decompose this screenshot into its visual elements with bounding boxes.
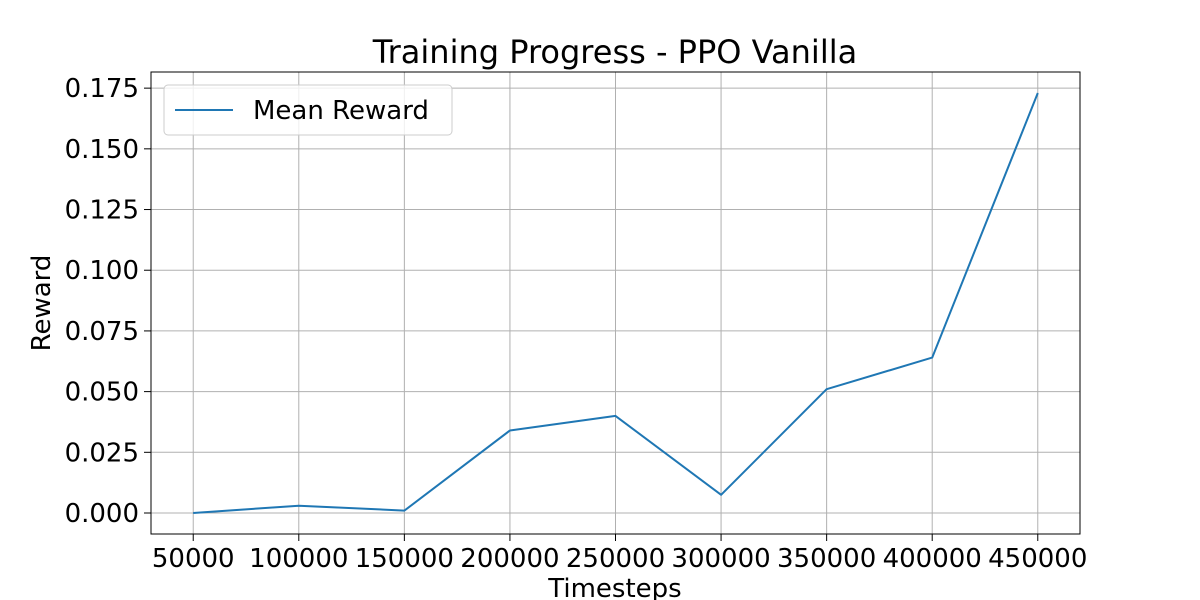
y-axis-label: Reward	[27, 255, 57, 352]
axis-ticks: 50000 100000 150000 200000 250000 300000 35000…	[65, 74, 1088, 574]
y-tick-label: 0.025	[65, 438, 139, 468]
x-axis-label: Timesteps	[547, 574, 681, 600]
x-tick-label: 200000	[460, 544, 559, 574]
x-tick-label: 150000	[355, 544, 454, 574]
series-line-mean-reward	[193, 92, 1039, 514]
y-tick-label: 0.125	[65, 196, 139, 226]
legend-box	[163, 84, 453, 136]
y-tick-label: 0.100	[65, 256, 139, 286]
y-tick-label: 0.050	[65, 378, 139, 408]
y-tick-label: 0.000	[65, 499, 139, 529]
x-tick-label: 50000	[152, 544, 235, 574]
x-tick-label: 300000	[671, 544, 770, 574]
x-tick-label: 250000	[566, 544, 665, 574]
x-tick-label: 400000	[883, 544, 982, 574]
y-tick-label: 0.075	[65, 317, 139, 347]
x-tick-label: 450000	[988, 544, 1087, 574]
legend: Mean Reward	[163, 84, 453, 136]
chart-title: Training Progress - PPO Vanilla	[372, 33, 857, 71]
x-tick-label: 100000	[249, 544, 348, 574]
y-tick-label: 0.175	[65, 74, 139, 104]
legend-label: Mean Reward	[253, 96, 429, 126]
x-tick-label: 350000	[777, 544, 876, 574]
grid-lines	[151, 72, 1080, 534]
plot-area	[193, 92, 1039, 514]
y-tick-label: 0.150	[65, 135, 139, 165]
